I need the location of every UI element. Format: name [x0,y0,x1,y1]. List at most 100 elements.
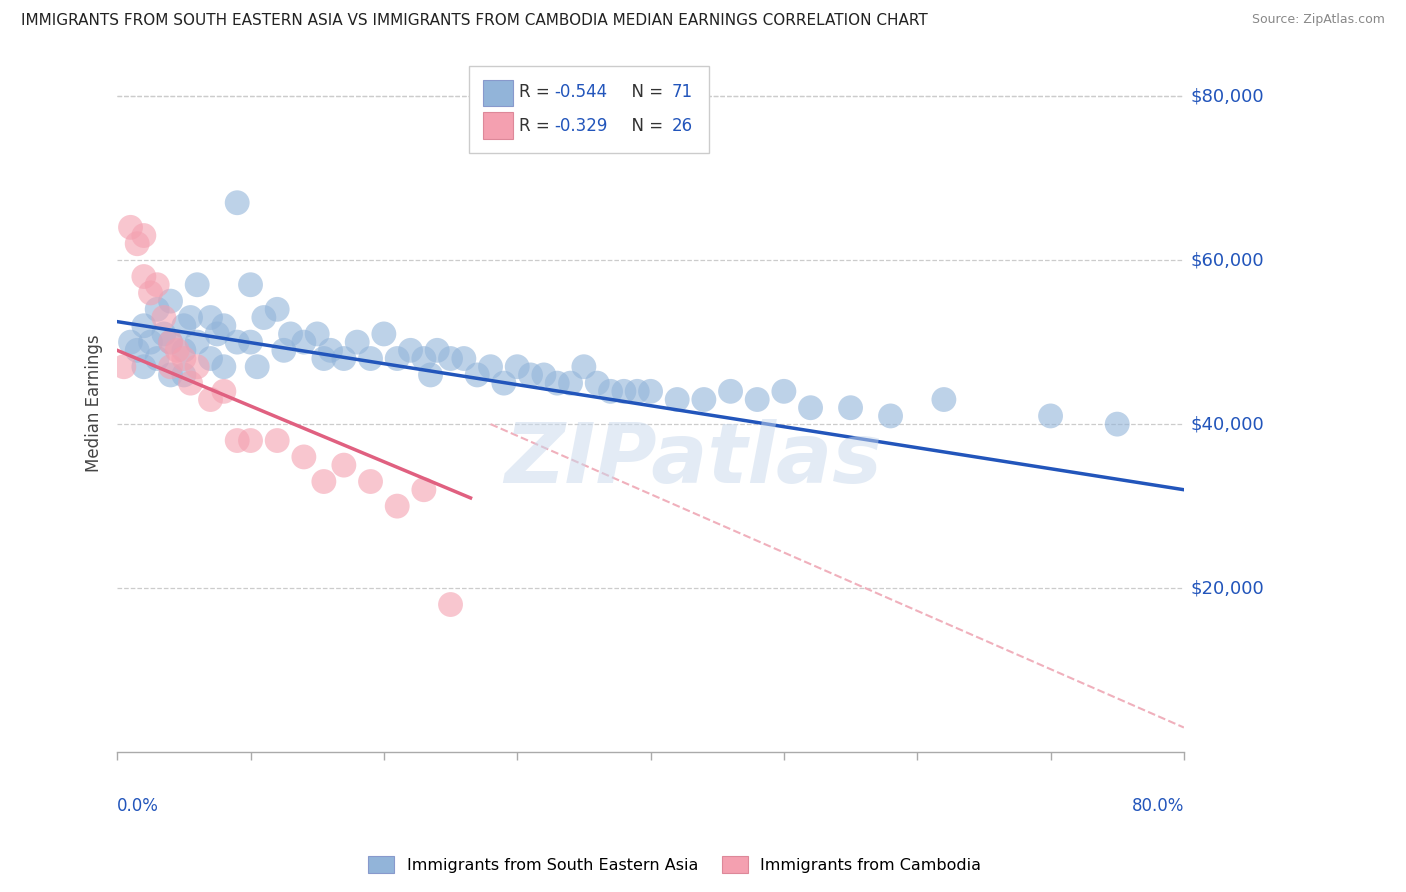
Point [519,368,541,382]
Point [387,499,409,513]
Point [333,458,356,472]
Point [146,351,169,366]
Point [166,343,188,358]
Point [186,359,208,374]
Point [839,401,862,415]
Point [132,269,155,284]
Point [640,384,662,399]
Point [239,434,262,448]
Point [799,401,821,415]
Point [200,351,222,366]
Point [186,335,208,350]
Point [307,326,329,341]
Point [373,326,395,341]
Point [533,368,555,382]
Point [546,376,568,391]
Point [226,434,249,448]
Text: $20,000: $20,000 [1191,579,1264,597]
Point [266,434,288,448]
Point [292,450,315,464]
FancyBboxPatch shape [484,112,513,139]
Point [112,359,135,374]
Text: R =: R = [519,83,555,101]
Point [312,475,335,489]
Point [453,351,475,366]
Point [613,384,636,399]
Point [159,335,181,350]
Point [132,228,155,243]
Point [200,392,222,407]
Point [419,368,441,382]
Text: 0.0%: 0.0% [117,797,159,815]
Point [346,335,368,350]
Point [173,351,195,366]
Point [333,351,356,366]
Text: $40,000: $40,000 [1191,415,1264,434]
Text: 80.0%: 80.0% [1132,797,1184,815]
Point [127,343,149,358]
Point [159,359,181,374]
Text: $80,000: $80,000 [1191,87,1264,105]
FancyBboxPatch shape [484,79,513,106]
Point [312,351,335,366]
Point [253,310,276,325]
Point [212,384,235,399]
Point [180,310,202,325]
Point [599,384,621,399]
Point [720,384,742,399]
Point [879,409,901,423]
Text: -0.544: -0.544 [554,83,607,101]
Point [173,343,195,358]
Point [159,335,181,350]
Legend: Immigrants from South Eastern Asia, Immigrants from Cambodia: Immigrants from South Eastern Asia, Immi… [361,849,988,880]
Point [132,359,155,374]
Point [693,392,716,407]
Text: 71: 71 [672,83,693,101]
Point [412,483,434,497]
Text: R =: R = [519,117,555,135]
Point [439,351,461,366]
Text: N =: N = [620,83,668,101]
Point [120,335,142,350]
Text: -0.329: -0.329 [554,117,607,135]
Point [412,351,434,366]
Point [479,359,502,374]
Text: IMMIGRANTS FROM SOUTH EASTERN ASIA VS IMMIGRANTS FROM CAMBODIA MEDIAN EARNINGS C: IMMIGRANTS FROM SOUTH EASTERN ASIA VS IM… [21,13,928,29]
Point [132,318,155,333]
Point [186,277,208,292]
Point [159,294,181,309]
Point [1039,409,1062,423]
Text: N =: N = [620,117,668,135]
Text: 26: 26 [672,117,693,135]
Point [139,285,162,300]
Point [426,343,449,358]
Point [586,376,609,391]
Point [173,368,195,382]
Point [212,318,235,333]
Y-axis label: Median Earnings: Median Earnings [86,334,103,473]
Point [139,335,162,350]
Point [146,277,169,292]
Point [200,310,222,325]
Point [1107,417,1129,431]
Point [153,310,176,325]
Point [492,376,515,391]
Point [127,236,149,251]
Point [159,368,181,382]
Point [180,376,202,391]
Point [626,384,648,399]
Point [226,335,249,350]
Point [560,376,582,391]
Point [773,384,796,399]
Point [280,326,302,341]
FancyBboxPatch shape [470,66,709,153]
Point [360,351,382,366]
Point [212,359,235,374]
Point [399,343,422,358]
Point [439,598,461,612]
Point [360,475,382,489]
Point [506,359,529,374]
Point [226,195,249,210]
Point [387,351,409,366]
Point [246,359,269,374]
